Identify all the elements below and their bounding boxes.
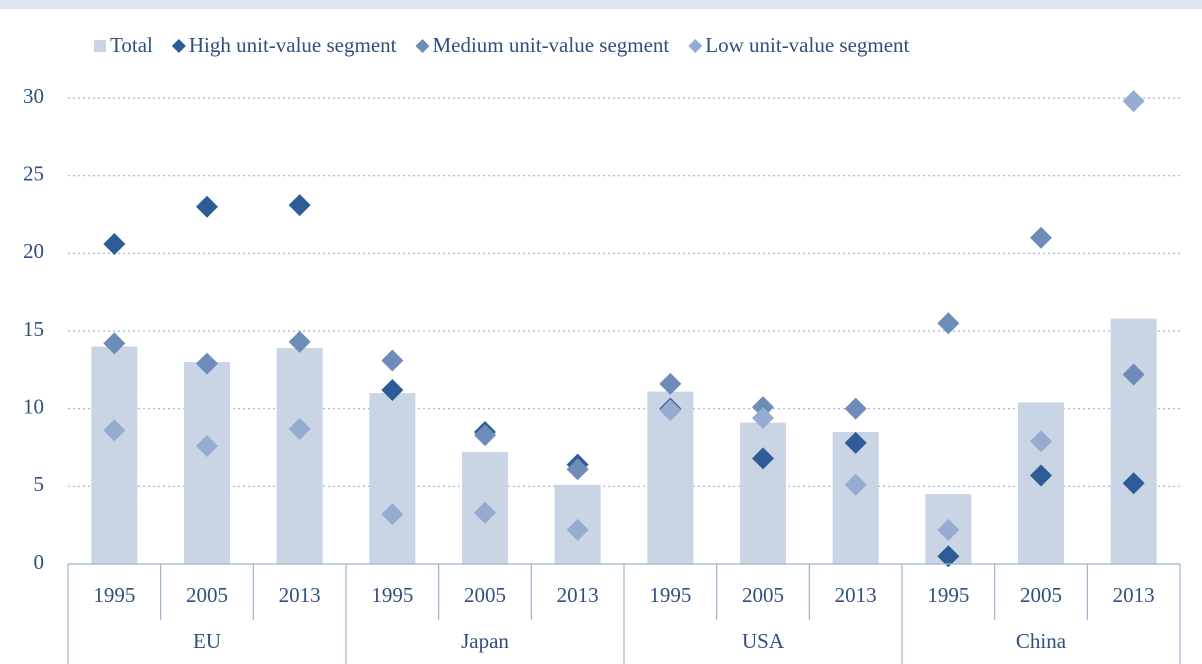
legend-item: Low unit-value segment: [688, 33, 910, 57]
x-tick-label: 1995: [927, 583, 969, 607]
bar: [91, 346, 138, 564]
diamond-marker: [288, 417, 311, 440]
bar: [369, 393, 416, 564]
diamond-marker: [1030, 430, 1052, 453]
group-label: EU: [193, 629, 221, 653]
legend-label: High unit-value segment: [189, 33, 397, 57]
diamond-marker: [288, 194, 311, 217]
legend-swatch: [94, 40, 106, 52]
y-tick-label: 15: [23, 317, 44, 341]
diamond-marker: [288, 330, 311, 353]
diamond-marker: [752, 447, 774, 470]
x-tick-label: 2005: [464, 583, 506, 607]
x-tick-label: 1995: [93, 583, 135, 607]
diamond-marker: [1122, 472, 1145, 495]
legend: Total High unit-value segment Medium unit-…: [94, 33, 910, 57]
legend-swatch: [688, 39, 703, 53]
diamond-marker: [1030, 226, 1052, 249]
top-band: [0, 0, 1202, 9]
x-tick-label: 2013: [557, 583, 599, 607]
group-label: USA: [742, 629, 785, 653]
diamond-marker: [103, 419, 126, 442]
diamond-marker: [1030, 464, 1052, 487]
legend-swatch: [171, 39, 186, 53]
group-label: Japan: [461, 629, 509, 653]
legend-label: Medium unit-value segment: [432, 33, 669, 57]
diamond-marker: [659, 399, 682, 422]
diamond-marker: [937, 312, 960, 335]
x-tick-label: 2013: [279, 583, 321, 607]
bar: [832, 431, 879, 564]
legend-label: Total: [110, 33, 153, 57]
diamond-marker: [566, 458, 589, 481]
x-tick-label: 2005: [1020, 583, 1062, 607]
bar: [184, 362, 230, 564]
diamond-marker: [937, 518, 960, 541]
diamond-marker: [1122, 363, 1145, 386]
y-tick-label: 5: [34, 472, 45, 496]
diamond-marker: [474, 424, 496, 447]
x-tick-label: 2005: [186, 583, 228, 607]
diamond-marker: [474, 501, 496, 524]
diamond-marker: [752, 406, 774, 429]
diamond-marker: [381, 349, 404, 372]
x-tick-label: 2013: [835, 583, 877, 607]
diamond-marker: [196, 352, 218, 375]
legend-label: Low unit-value segment: [705, 33, 909, 57]
diamond-marker: [844, 473, 867, 496]
diamond-marker: [1122, 90, 1145, 113]
legend-item: Total: [94, 33, 153, 57]
bar: [276, 348, 323, 564]
legend-swatch: [415, 39, 430, 53]
x-tick-label: 1995: [371, 583, 413, 607]
diamond-marker: [937, 545, 960, 568]
x-tick-label: 2005: [742, 583, 784, 607]
x-tick-label: 2013: [1113, 583, 1155, 607]
legend-item: Medium unit-value segment: [415, 33, 669, 57]
diamond-marker: [566, 518, 589, 541]
bar: [1110, 318, 1157, 564]
diamond-marker: [196, 434, 218, 457]
y-tick-label: 30: [23, 84, 44, 108]
x-tick-label: 1995: [649, 583, 691, 607]
legend-item: High unit-value segment: [171, 33, 397, 57]
y-tick-label: 10: [23, 394, 44, 418]
y-tick-label: 25: [23, 161, 44, 185]
bar: [740, 422, 786, 564]
y-tick-label: 20: [23, 239, 44, 263]
diamond-marker: [103, 233, 126, 256]
group-label: China: [1016, 629, 1067, 653]
y-tick-label: 0: [34, 550, 45, 574]
diamond-marker: [659, 372, 682, 395]
diamond-marker: [844, 431, 867, 454]
diamond-marker: [196, 195, 218, 218]
diamond-marker: [381, 503, 404, 526]
diamond-marker: [103, 332, 126, 355]
diamond-marker: [381, 379, 404, 402]
diamond-marker: [844, 397, 867, 420]
